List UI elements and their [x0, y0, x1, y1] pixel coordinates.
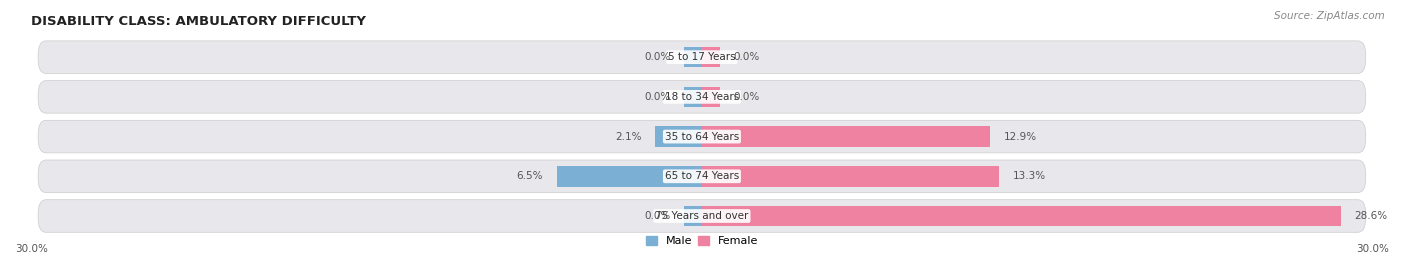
Text: 65 to 74 Years: 65 to 74 Years — [665, 171, 740, 181]
FancyBboxPatch shape — [38, 120, 1365, 153]
Bar — [702, 47, 720, 68]
Bar — [685, 87, 702, 107]
Legend: Male, Female: Male, Female — [641, 231, 762, 251]
Text: 0.0%: 0.0% — [644, 211, 671, 221]
Text: 0.0%: 0.0% — [733, 92, 759, 102]
Text: 2.1%: 2.1% — [614, 132, 641, 141]
FancyBboxPatch shape — [38, 81, 1365, 113]
Text: 28.6%: 28.6% — [1354, 211, 1388, 221]
FancyBboxPatch shape — [38, 160, 1365, 193]
Bar — [685, 47, 702, 68]
Text: 18 to 34 Years: 18 to 34 Years — [665, 92, 740, 102]
Bar — [702, 87, 720, 107]
Bar — [702, 206, 1341, 226]
Text: 35 to 64 Years: 35 to 64 Years — [665, 132, 740, 141]
Bar — [685, 206, 702, 226]
Text: Source: ZipAtlas.com: Source: ZipAtlas.com — [1274, 11, 1385, 21]
Bar — [702, 166, 1000, 187]
FancyBboxPatch shape — [38, 41, 1365, 73]
Text: 6.5%: 6.5% — [517, 171, 543, 181]
Bar — [702, 126, 990, 147]
Text: 0.0%: 0.0% — [644, 92, 671, 102]
Text: 5 to 17 Years: 5 to 17 Years — [668, 52, 735, 62]
Text: DISABILITY CLASS: AMBULATORY DIFFICULTY: DISABILITY CLASS: AMBULATORY DIFFICULTY — [31, 15, 367, 28]
Text: 75 Years and over: 75 Years and over — [655, 211, 748, 221]
Bar — [557, 166, 702, 187]
Text: 0.0%: 0.0% — [733, 52, 759, 62]
Text: 13.3%: 13.3% — [1012, 171, 1046, 181]
FancyBboxPatch shape — [38, 200, 1365, 232]
Text: 12.9%: 12.9% — [1004, 132, 1036, 141]
Text: 0.0%: 0.0% — [644, 52, 671, 62]
Bar — [655, 126, 702, 147]
